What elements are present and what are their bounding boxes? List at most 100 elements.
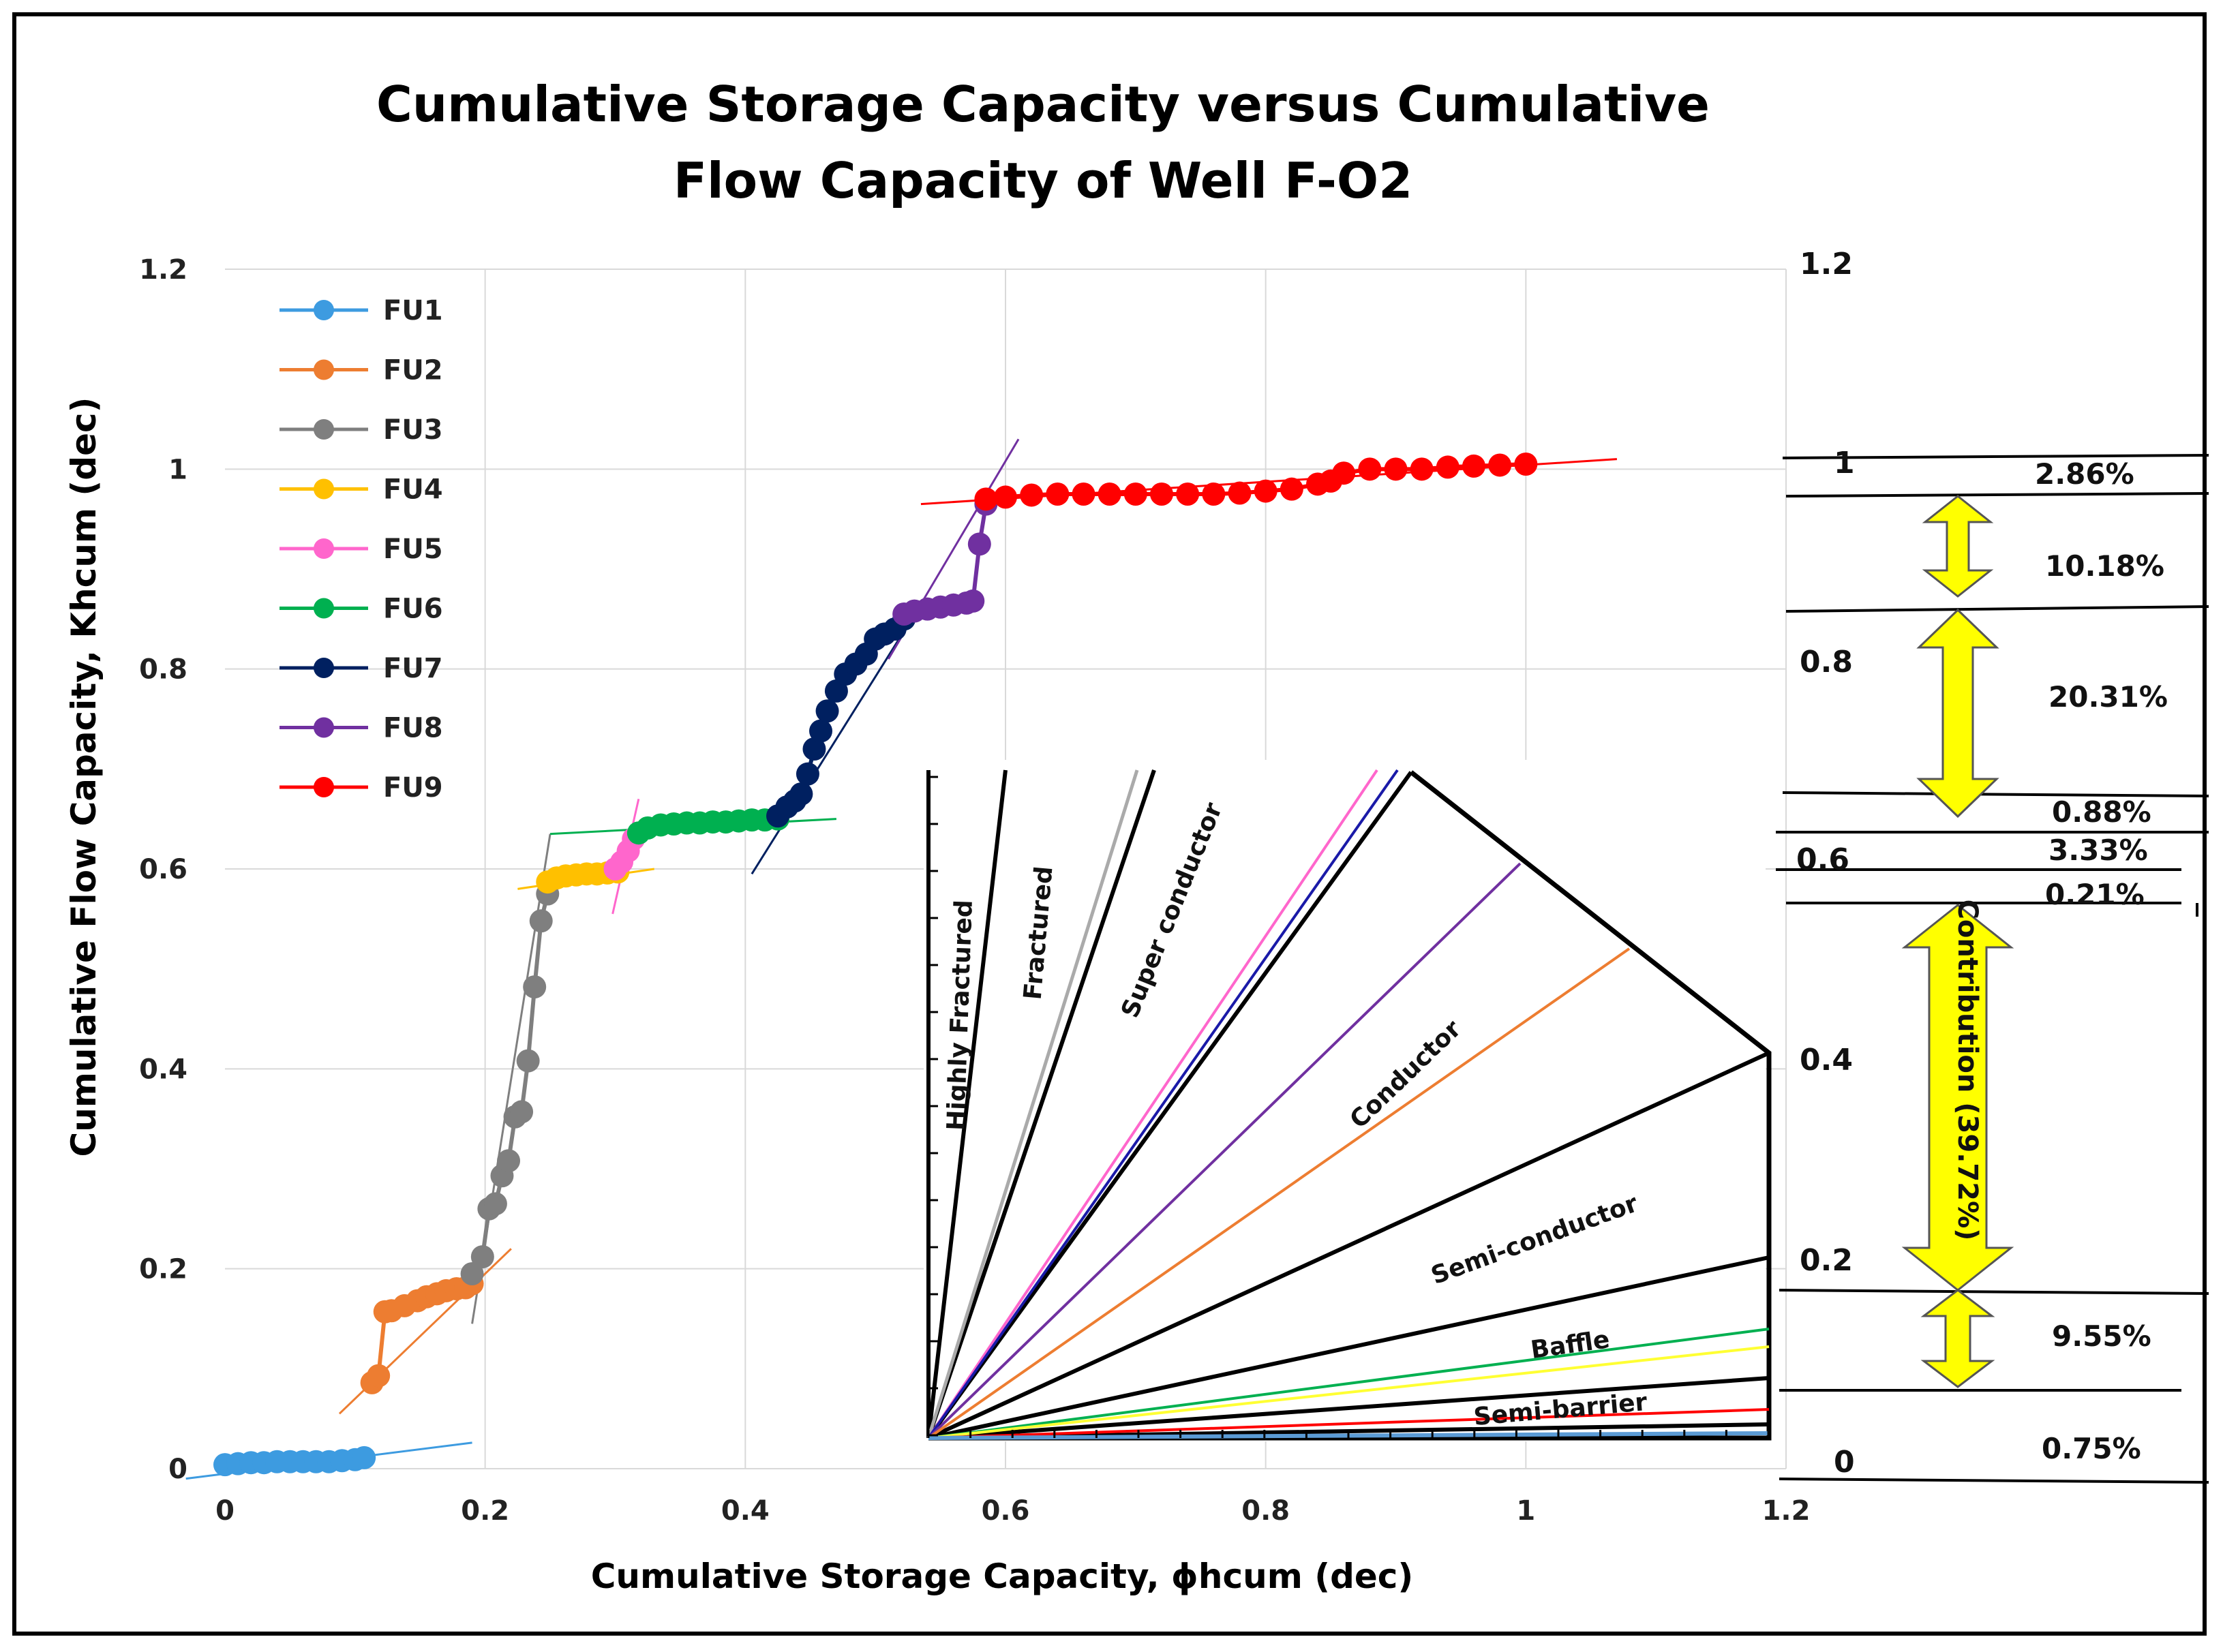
inset-line-red: [928, 1408, 1770, 1439]
right-boundary-lines: [1776, 454, 2209, 1484]
inset-boundary-line: [928, 1376, 1770, 1440]
point-FU3: [529, 909, 553, 933]
legend-marker: [314, 598, 334, 619]
legend-label: FU9: [383, 772, 443, 804]
y-tick-labels: 0 0.2 0.4 0.6 0.8 1 1.2: [139, 254, 187, 1485]
contribution-label: Contribution (39.72%): [1952, 900, 1983, 1241]
pct-0.88: 0.88%: [2052, 795, 2151, 829]
legend-item-FU8: FU8: [279, 713, 443, 744]
y-tick-label: 0.6: [139, 854, 187, 885]
point-FU9: [1410, 457, 1434, 481]
point-FU9: [1384, 457, 1408, 481]
y-tick-label: 1: [168, 454, 187, 485]
legend-label: FU1: [383, 295, 443, 326]
inset-boundary-line: [927, 1051, 1770, 1440]
inset-line-green: [928, 1328, 1770, 1439]
legend-marker: [314, 717, 334, 738]
pct-0.21: 0.21%: [2045, 878, 2145, 911]
series-FU1: [213, 1446, 376, 1477]
y-tick-label: 0.8: [139, 654, 187, 686]
inset-boundary-line: [926, 769, 1008, 1439]
legend-item-FU7: FU7: [279, 653, 443, 684]
inset-zone-diagram: Highly Fractured Fractured Super conduct…: [924, 760, 1772, 1441]
inset-line-yellow: [928, 1345, 1770, 1439]
y-tick-label: 0.4: [139, 1054, 187, 1085]
point-FU3: [510, 1100, 534, 1124]
x-axis-title: Cumulative Storage Capacity, ϕhcum (dec): [591, 1557, 1414, 1596]
right-boundary-line: [1782, 454, 2209, 459]
x-tick-label: 1: [1516, 1495, 1535, 1527]
legend-marker: [314, 419, 334, 440]
point-FU3: [523, 975, 547, 999]
inset-boundary-line: [928, 1255, 1770, 1440]
point-FU3: [516, 1049, 540, 1073]
point-FU2: [367, 1364, 391, 1388]
right-boundary-line: [1779, 1289, 2209, 1295]
point-FU7: [824, 679, 848, 703]
pct-3.33: 3.33%: [2048, 833, 2148, 867]
point-FU9: [1098, 483, 1121, 506]
figure-frame: [12, 12, 2207, 1636]
point-FU9: [1488, 453, 1512, 477]
right-tick-0.6: 0.6: [1796, 842, 1849, 877]
point-FU7: [796, 762, 819, 786]
legend-marker: [314, 300, 334, 320]
y-axis-title: Cumulative Flow Capacity, Khcum (dec): [64, 397, 104, 1157]
right-boundary-line: [1785, 492, 2209, 498]
legend-label: FU5: [383, 534, 443, 565]
pct-2.86: 2.86%: [2035, 457, 2134, 491]
point-FU1: [352, 1446, 376, 1469]
point-FU9: [974, 487, 998, 511]
x-tick-label: 0.2: [461, 1495, 509, 1527]
double-arrow: [1920, 1289, 1995, 1388]
point-FU9: [1176, 483, 1200, 506]
pct-0.75: 0.75%: [2042, 1432, 2141, 1465]
legend-marker: [314, 359, 334, 380]
point-FU7: [809, 719, 833, 743]
point-FU3: [497, 1149, 521, 1173]
legend-label: FU7: [383, 653, 443, 684]
legend-item-FU5: FU5: [279, 534, 443, 565]
x-tick-label: 0.4: [721, 1495, 770, 1527]
legend-marker: [314, 478, 334, 500]
point-FU9: [1150, 483, 1173, 506]
right-boundary-line: [1779, 1478, 2209, 1484]
legend-label: FU8: [383, 713, 443, 744]
right-boundary-line: [1782, 791, 2209, 797]
legend: FU1 FU2 FU3 FU4 FU5 FU6 FU7 FU8 FU9: [279, 295, 443, 804]
inset-background: [924, 760, 1766, 1441]
point-FU9: [1020, 483, 1044, 507]
legend-marker: [314, 538, 334, 559]
double-arrow: [1916, 608, 1999, 819]
legend-item-FU9: FU9: [279, 772, 443, 804]
inset-ticks: [927, 776, 1770, 1438]
inset-line-purple: [927, 862, 1522, 1439]
right-tick-1: 1: [1834, 446, 1855, 480]
point-FU9: [1202, 483, 1226, 506]
y-tick-label: 0: [168, 1454, 187, 1485]
inset-line-grey: [926, 769, 1139, 1439]
legend-label: FU4: [383, 474, 443, 506]
legend-item-FU2: FU2: [279, 355, 443, 386]
legend-item-FU3: FU3: [279, 414, 443, 446]
series-FU9: [974, 453, 1538, 511]
point-FU3: [483, 1192, 507, 1216]
x-tick-label: 0: [215, 1495, 235, 1527]
legend-label: FU6: [383, 594, 443, 625]
right-arrows: [1901, 495, 2014, 1388]
point-FU7: [789, 782, 813, 806]
double-arrow: [1922, 495, 1994, 598]
legend-label: FU2: [383, 355, 443, 386]
point-FU9: [1228, 481, 1252, 505]
y-tick-label: 0.2: [139, 1254, 187, 1285]
pct-10.18: 10.18%: [2045, 549, 2164, 583]
x-tick-label: 0.8: [1241, 1495, 1290, 1527]
right-tick-0: 0: [1834, 1445, 1855, 1480]
point-FU3: [460, 1262, 484, 1285]
inset-boundary-line: [926, 769, 1156, 1439]
trendline-FU7: [751, 603, 922, 875]
point-FU9: [1358, 457, 1382, 481]
point-FU9: [1254, 479, 1277, 503]
point-FU9: [1436, 455, 1460, 479]
